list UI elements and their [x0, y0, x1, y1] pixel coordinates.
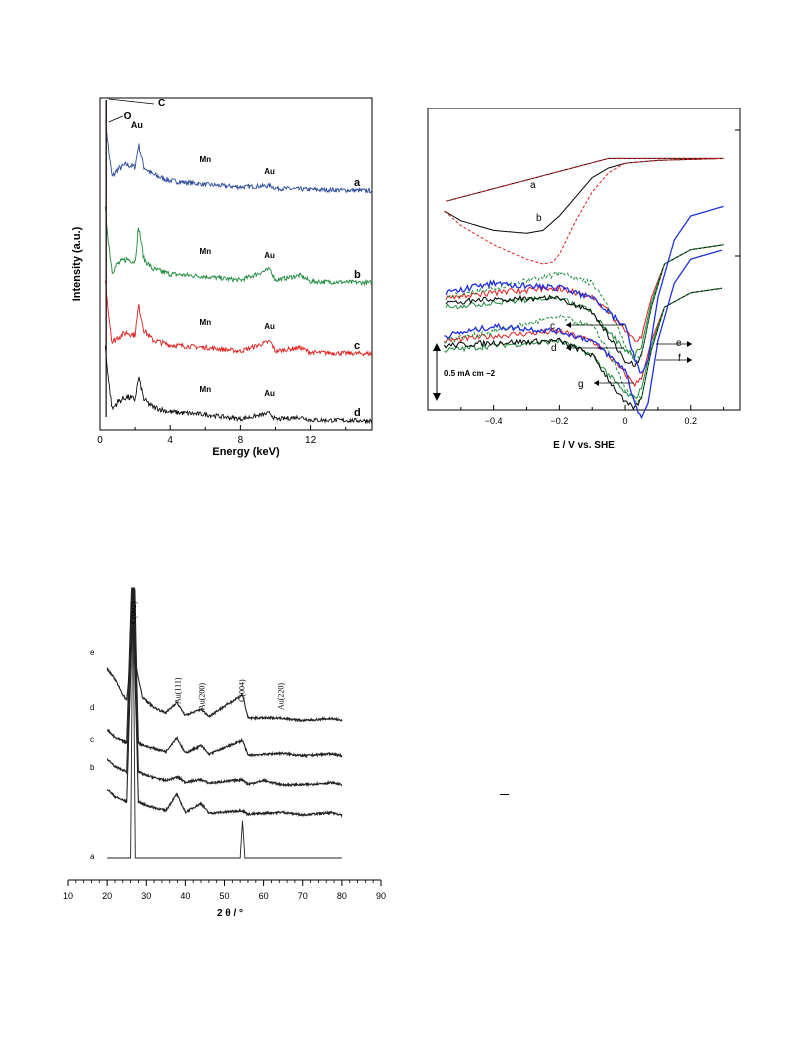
xrd-series-label-a: a: [90, 852, 95, 861]
xrd-series-label-c: c: [90, 735, 94, 744]
xrd-x-tick-label: 50: [219, 891, 229, 901]
edx-mn-label: Mn: [200, 318, 212, 327]
edx-curves: [104, 100, 373, 425]
edx-o-label: O: [124, 111, 132, 122]
cv-x-tick-label: −0.4: [485, 416, 503, 426]
xrd-peak-label: Au(200): [198, 683, 207, 710]
cv-x-axis-label: E / V vs. SHE: [553, 440, 615, 451]
edx-mn-label: Mn: [200, 385, 212, 394]
xrd-series-label-d: d: [90, 703, 94, 712]
xrd-series-b: [106, 601, 343, 818]
edx-series-d: [104, 345, 373, 425]
cv-series-a: [444, 157, 722, 234]
edx-x-tick-label: 12: [305, 435, 317, 446]
edx-series-label-c: c: [354, 340, 360, 352]
cv-arrowhead-c: [566, 322, 571, 328]
edx-chart: 0 4 8 12 a Mn Au b Mn Au c Mn Au d Mn Au C O Au Energy (k…: [66, 92, 386, 462]
xrd-series-d: [106, 587, 343, 759]
cv-frame: [427, 107, 741, 411]
cv-series-a-anodic: [445, 157, 724, 202]
xrd-x-tick-label: 30: [141, 891, 151, 901]
cv-series-g-anodic: [445, 205, 724, 374]
edx-o-arrow: [108, 115, 123, 123]
edx-series-a: [104, 120, 373, 194]
edx-c-arrow: [108, 98, 155, 105]
cv-x-tick-label: 0: [623, 416, 628, 426]
edx-x-tick-label: 0: [97, 435, 103, 446]
cv-label-c: c: [550, 321, 555, 332]
xrd-x-tick-label: 20: [102, 891, 112, 901]
xrd-curves: [106, 587, 343, 859]
edx-x-axis-label: Energy (keV): [212, 446, 280, 458]
cv-arrowhead-f: [687, 357, 692, 363]
xrd-peak-label: C(004): [237, 679, 246, 702]
xrd-x-ticks: 10 20 30 40 50 60 70 80 90: [63, 879, 386, 901]
cv-arrowhead-d: [566, 345, 571, 351]
cv-arrowhead-g: [594, 380, 599, 386]
scale-bar-label: 0.5 mA cm −2: [444, 369, 496, 378]
xrd-x-tick-label: 10: [63, 891, 73, 901]
edx-au-label: Au: [264, 322, 275, 331]
edx-au-label: Au: [264, 167, 275, 176]
cv-x-tick-label: −0.2: [550, 416, 568, 426]
cv-x-ticks: −0.4 −0.2 0 0.2: [460, 129, 740, 426]
edx-mn-label: Mn: [200, 247, 212, 256]
xrd-x-tick-label: 80: [337, 891, 347, 901]
cv-curves: [443, 157, 724, 420]
cv-label-b: b: [536, 213, 542, 224]
edx-series-c: [104, 280, 373, 357]
edx-au-label: Au: [264, 251, 275, 260]
stray-mark: [500, 794, 509, 795]
xrd-x-tick-label: 40: [180, 891, 190, 901]
cv-plot: −0.4 −0.2 0 0.2 a b cd ef g 0.5 mA cm −2 E / V …: [427, 107, 741, 451]
edx-x-tick-label: 4: [167, 435, 173, 446]
xrd-series-label-e: e: [90, 648, 95, 657]
xrd-series-label-b: b: [90, 763, 95, 772]
cv-arrowhead-e: [687, 341, 692, 347]
cv-curve-labels: a b cd ef g: [530, 180, 692, 390]
xrd-series-e: [106, 587, 343, 723]
xrd-series-c: [106, 587, 343, 788]
scale-bar: 0.5 mA cm −2: [433, 343, 496, 401]
xrd-series-labels: a b c d e: [90, 648, 95, 861]
xrd-plot: C(002)Au(111) Au(200) C(004) Au(220) abcde …: [63, 587, 386, 919]
xrd-peak-label: Au(111): [173, 677, 182, 704]
edx-y-axis-label: Intensity (a.u.): [71, 226, 83, 301]
cv-series-f-anodic: [445, 244, 724, 362]
xrd-x-tick-label: 70: [298, 891, 308, 901]
xrd-peak-label: Au(220): [277, 683, 286, 710]
cv-series-g: [444, 249, 723, 420]
edx-series-b: [104, 206, 373, 287]
edx-series-label-b: b: [354, 269, 361, 281]
edx-x-tick-label: 8: [238, 435, 244, 446]
edx-series-label-d: d: [354, 407, 361, 419]
xrd-series-a: [107, 587, 342, 859]
edx-c-label: C: [158, 98, 165, 109]
cv-series-e-anodic: [445, 244, 724, 367]
xrd-annotations: C(002) Au(111) Au(200) C(004) Au(220): [129, 601, 286, 710]
edx-series-label-a: a: [354, 177, 361, 189]
cv-label-g: g: [578, 379, 584, 390]
cv-label-a: a: [530, 180, 536, 191]
xrd-peak-label: C(002): [129, 601, 138, 624]
cv-label-e: e: [676, 338, 682, 349]
cv-x-tick-label: 0.2: [684, 416, 697, 426]
cv-series-b-anodic: [445, 157, 724, 202]
edx-x-ticks: 0 4 8 12: [97, 425, 347, 446]
cv-series-c-anodic: [445, 244, 724, 342]
xrd-x-tick-label: 90: [376, 891, 386, 901]
edx-au-top-label: Au: [131, 120, 143, 130]
edx-mn-label: Mn: [200, 155, 212, 164]
xrd-x-axis-label: 2 θ / °: [217, 908, 243, 919]
xrd-x-tick-label: 60: [259, 891, 269, 901]
edx-au-label: Au: [264, 389, 275, 398]
cv-label-d: d: [551, 343, 557, 354]
edx-frame: [99, 97, 373, 431]
cv-series-b: [444, 157, 722, 265]
cv-label-f: f: [678, 353, 681, 364]
